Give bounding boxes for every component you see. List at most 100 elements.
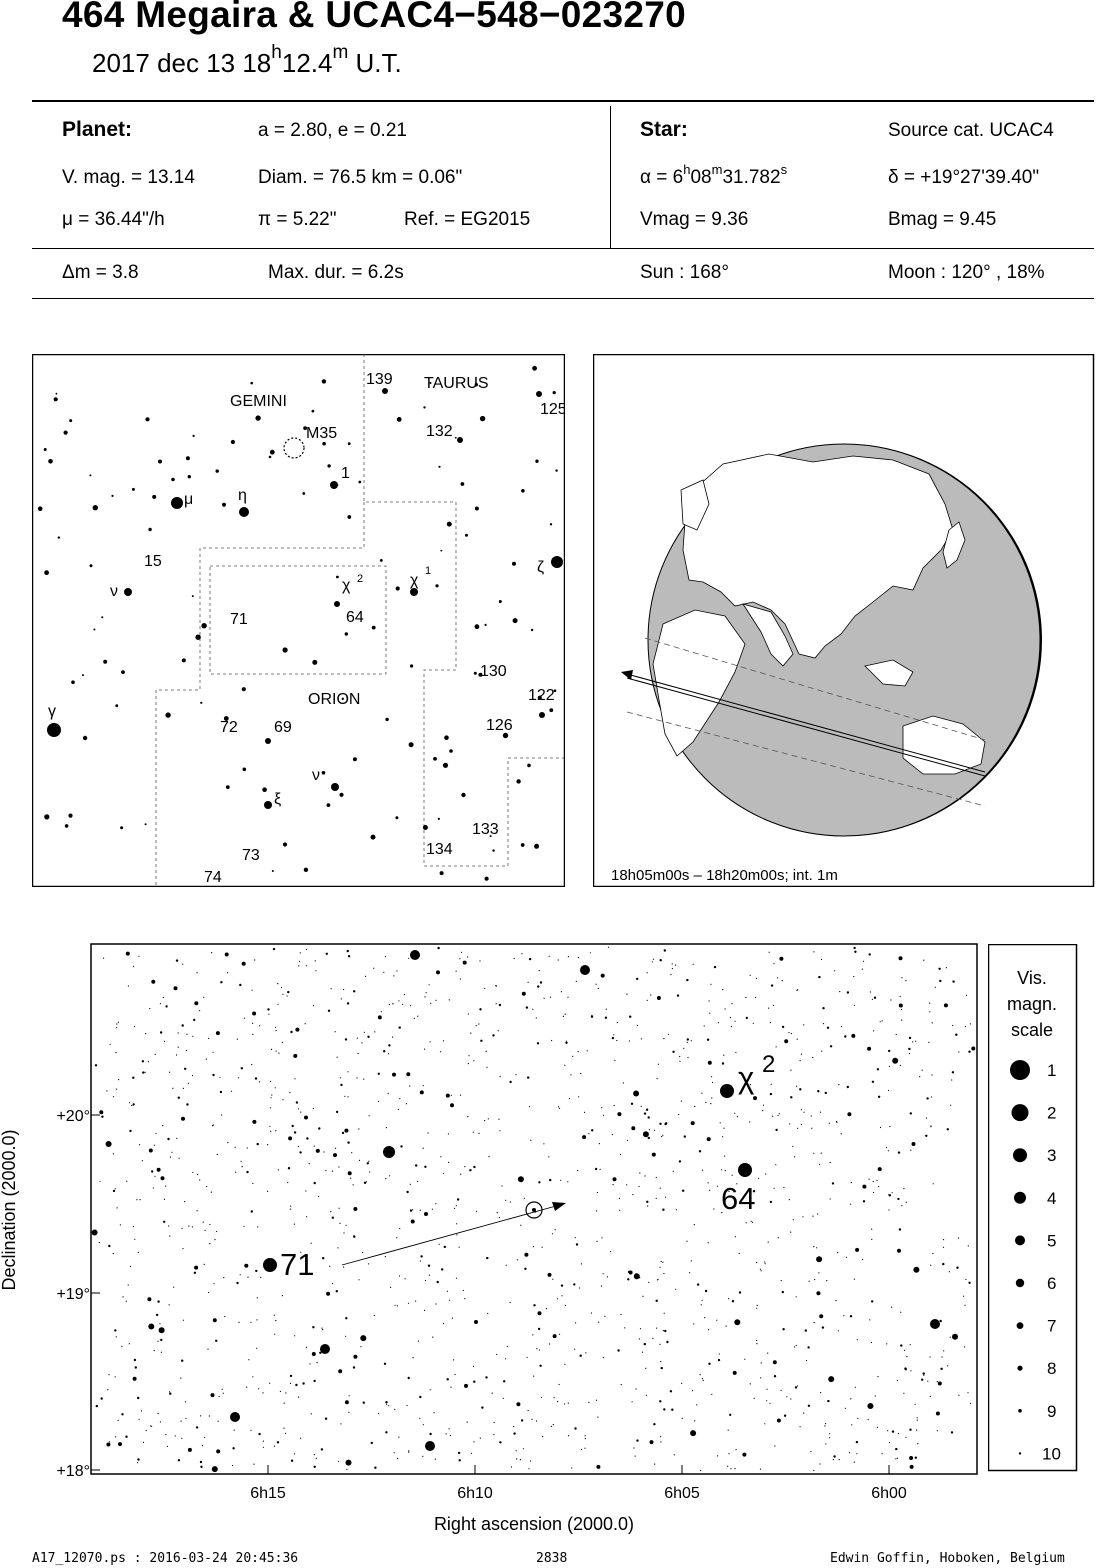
- field-star: [760, 1362, 762, 1364]
- field-star: [659, 1187, 661, 1189]
- field-star: [173, 986, 178, 991]
- field-star: [669, 1390, 673, 1393]
- field-star: [583, 1111, 586, 1113]
- field-star: [499, 1130, 501, 1132]
- field-star: [597, 1416, 599, 1418]
- field-star: [353, 1354, 358, 1359]
- field-star: [343, 1266, 345, 1268]
- field-star: [885, 1146, 888, 1149]
- field-star: [626, 1139, 629, 1142]
- field-star: [435, 1203, 437, 1205]
- field-star: [564, 1013, 566, 1015]
- star-label: 125: [540, 401, 565, 418]
- finder-star: [215, 469, 219, 473]
- field-star: [640, 1038, 643, 1040]
- field-star: [829, 1437, 831, 1439]
- field-star: [181, 1227, 183, 1229]
- field-star: [731, 1003, 733, 1005]
- field-star: [571, 1467, 573, 1469]
- globe-panel: 18h05m00s – 18h20m00s; int. 1m: [593, 354, 1095, 887]
- field-star: [184, 1201, 186, 1203]
- field-star: [362, 1401, 365, 1404]
- field-star: [404, 1278, 406, 1280]
- field-star: [799, 1426, 801, 1428]
- field-star: [364, 975, 367, 977]
- field-star: [407, 1376, 410, 1380]
- field-star: [605, 1008, 607, 1010]
- field-star: [835, 1300, 837, 1302]
- landmass-europe: [680, 479, 710, 531]
- field-star: [548, 1156, 550, 1158]
- finder-star: [171, 477, 175, 482]
- field-star: [930, 1264, 932, 1266]
- field-star: [446, 1378, 449, 1381]
- field-star: [652, 1337, 654, 1339]
- star-label: 134: [426, 841, 453, 858]
- finder-star: [121, 670, 125, 674]
- ra-prefix: α = 6: [640, 167, 684, 188]
- field-star: [561, 1295, 563, 1297]
- finder-star: [242, 767, 247, 772]
- finder-star: [371, 625, 376, 630]
- field-star: [345, 1335, 347, 1337]
- field-star: [832, 1459, 834, 1461]
- field-star: [853, 1004, 856, 1006]
- field-star: [331, 1282, 334, 1285]
- field-star: [106, 1090, 108, 1092]
- field-star: [274, 1333, 276, 1335]
- field-star: [575, 1243, 579, 1246]
- field-star: [284, 1432, 287, 1434]
- field-star: [706, 1137, 711, 1142]
- field-star: [276, 1441, 280, 1444]
- field-star: [112, 1189, 116, 1193]
- field-star: [394, 1304, 396, 1306]
- field-star: [594, 1167, 598, 1171]
- field-star: [134, 1238, 136, 1240]
- field-star: [873, 996, 877, 999]
- field-star: [792, 1219, 794, 1221]
- field-star: [388, 1405, 390, 1407]
- field-star: [275, 1130, 277, 1132]
- field-star: [803, 1412, 805, 1414]
- field-star: [619, 1153, 622, 1155]
- field-star: [831, 1182, 835, 1185]
- field-star: [387, 1092, 389, 1095]
- field-star: [187, 1447, 192, 1452]
- field-star: [654, 1463, 656, 1465]
- field-star: [736, 1183, 738, 1185]
- field-star: [766, 1388, 768, 1390]
- field-star: [610, 1251, 612, 1253]
- field-star: [424, 1279, 427, 1282]
- field-star: [526, 1356, 528, 1358]
- field-star: [768, 951, 770, 953]
- field-star: [278, 1052, 280, 1054]
- field-star: [199, 1010, 201, 1012]
- field-star: [208, 1037, 210, 1039]
- field-star: [468, 1055, 470, 1057]
- field-star: [853, 1461, 855, 1463]
- field-star: [632, 1194, 634, 1196]
- field-star: [154, 1175, 156, 1177]
- field-star: [915, 1040, 917, 1042]
- field-star: [829, 1433, 831, 1435]
- field-star: [159, 1323, 161, 1325]
- field-star: [219, 1076, 221, 1078]
- field-star: [530, 1139, 532, 1141]
- field-star: [749, 1121, 751, 1123]
- field-star: [579, 1354, 582, 1357]
- field-star: [701, 1299, 703, 1301]
- field-star: [836, 1121, 838, 1124]
- field-star: [686, 1041, 688, 1043]
- field-star: [206, 1185, 208, 1188]
- field-star: [916, 1417, 918, 1419]
- field-star: [352, 1184, 354, 1186]
- info-divider: [610, 106, 611, 248]
- field-star: [950, 1104, 952, 1106]
- field-star: [510, 1466, 513, 1468]
- finder-star: [341, 697, 344, 700]
- field-star: [717, 1358, 721, 1362]
- field-star: [607, 946, 610, 948]
- field-star: [968, 1050, 971, 1053]
- field-star: [683, 1047, 685, 1049]
